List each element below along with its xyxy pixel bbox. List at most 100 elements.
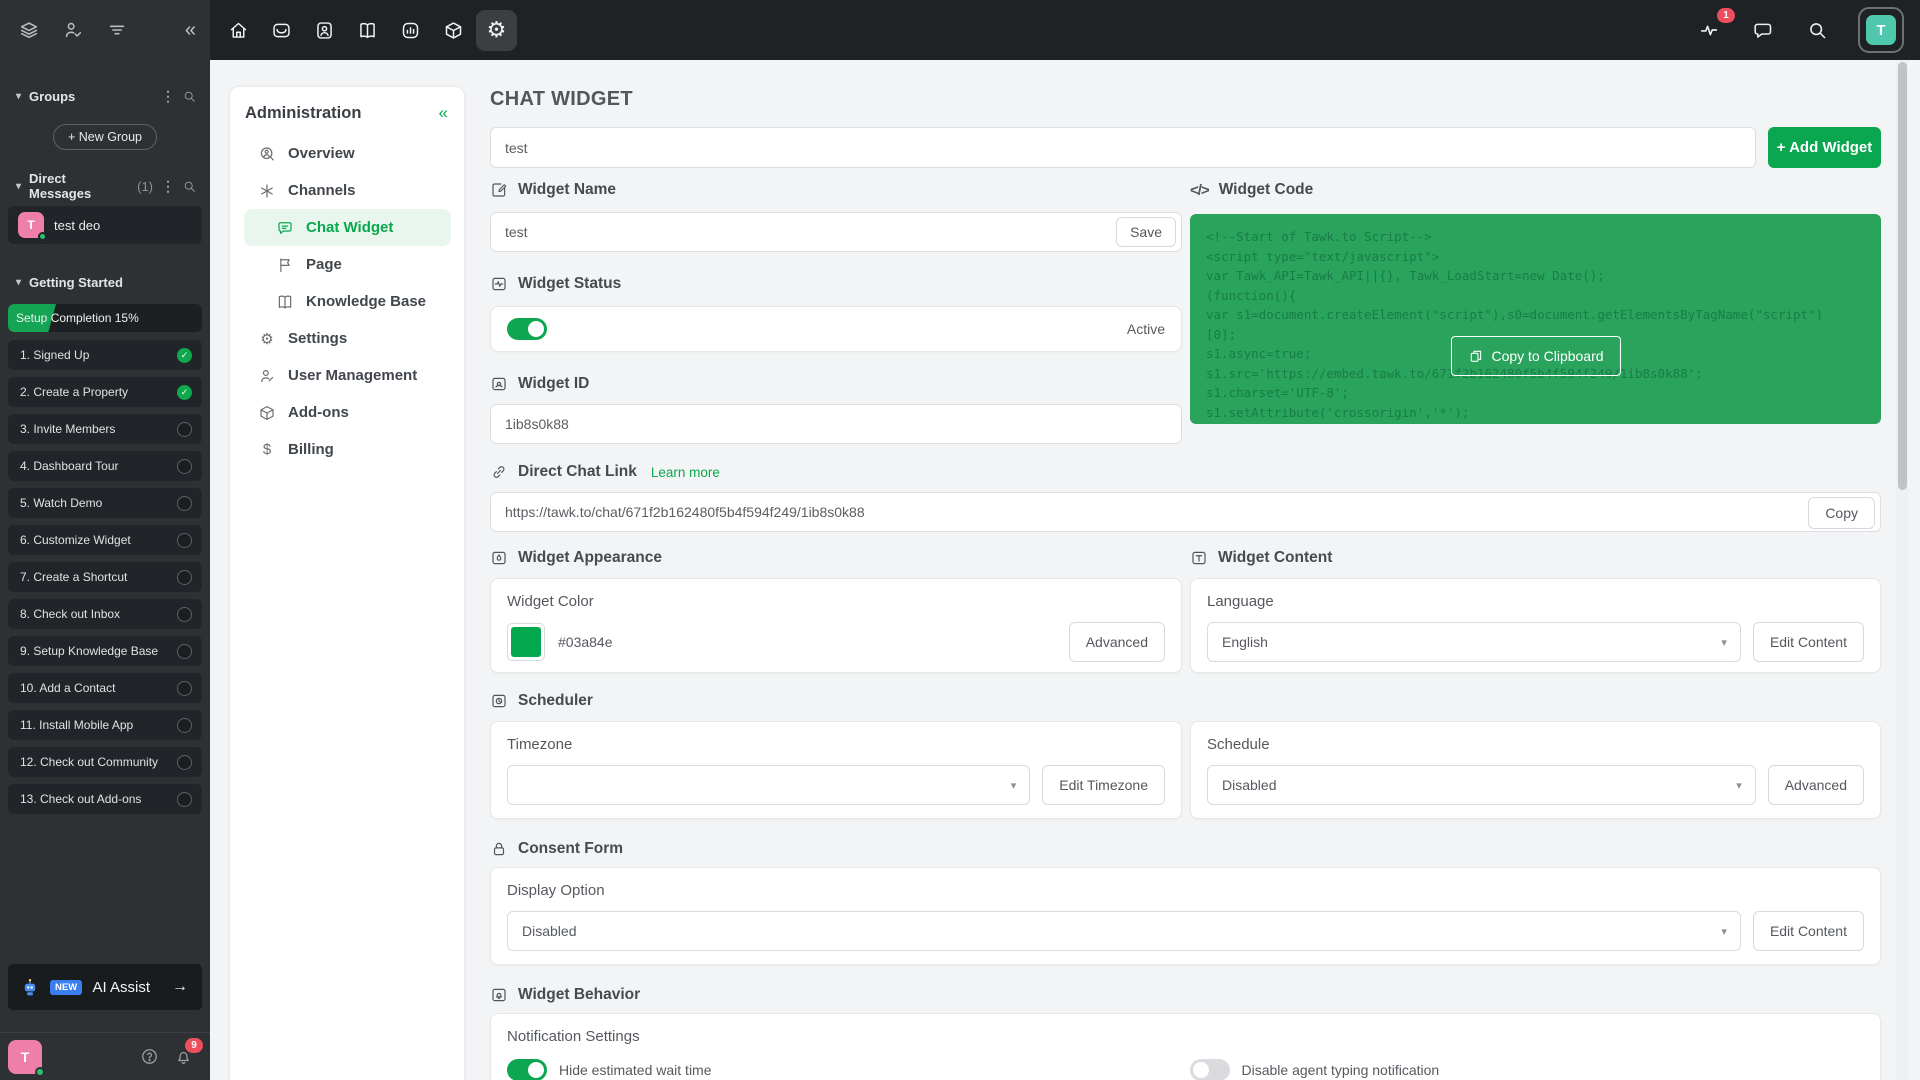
agent-status-icon[interactable] <box>56 13 90 47</box>
widget-id-section-label: Widget ID <box>490 374 1182 394</box>
checklist-item[interactable]: 7. Create a Shortcut <box>8 562 202 592</box>
dm-menu-icon[interactable]: ⋮ <box>161 177 175 194</box>
groups-menu-icon[interactable]: ⋮ <box>161 87 175 104</box>
messages-icon[interactable] <box>1746 13 1780 47</box>
learn-more-link[interactable]: Learn more <box>650 464 720 480</box>
schedule-select[interactable]: Disabled ▾ <box>1207 765 1756 805</box>
scrollbar-thumb[interactable] <box>1897 62 1907 490</box>
vertical-scrollbar[interactable] <box>1896 60 1908 1080</box>
main-nav: ⚙ <box>218 9 517 51</box>
schedule-label: Schedule <box>1207 736 1270 753</box>
status-icon <box>490 275 508 293</box>
checklist-item[interactable]: 6. Customize Widget <box>8 525 202 555</box>
checklist-item[interactable]: 3. Invite Members <box>8 414 202 444</box>
collapse-panel-icon[interactable]: « <box>438 103 448 122</box>
save-button[interactable]: Save <box>1116 217 1176 247</box>
check-pending-icon <box>177 458 192 474</box>
widget-name-section-label: Widget Name <box>490 180 1182 200</box>
search-icon[interactable] <box>1800 13 1834 47</box>
checklist-item[interactable]: 4. Dashboard Tour <box>8 451 202 481</box>
nav-inbox-icon[interactable] <box>261 10 302 51</box>
nav-settings-icon[interactable]: ⚙ <box>476 9 517 51</box>
checklist-item[interactable]: 13. Check out Add-ons <box>8 784 202 814</box>
timezone-select[interactable]: ▾ <box>507 765 1031 805</box>
nav-contacts-icon[interactable] <box>304 10 345 51</box>
check-pending-icon <box>177 495 192 511</box>
checklist-item[interactable]: 11. Install Mobile App <box>8 710 202 740</box>
online-status-dot <box>35 1066 45 1077</box>
user-avatar[interactable]: T <box>1858 7 1904 53</box>
copy-link-button[interactable]: Copy <box>1808 497 1875 529</box>
checklist-item[interactable]: 1. Signed Up <box>8 340 202 370</box>
nav-addons-icon[interactable] <box>433 10 474 51</box>
dm-caret-icon[interactable]: ▾ <box>16 180 22 192</box>
properties-icon[interactable] <box>12 13 46 47</box>
ai-assist-banner[interactable]: NEW AI Assist → <box>8 964 202 1010</box>
copy-to-clipboard-button[interactable]: Copy to Clipboard <box>1450 336 1621 376</box>
nav-home-icon[interactable] <box>218 10 259 51</box>
admin-item-addons[interactable]: Add-ons <box>230 394 464 431</box>
setup-progress-fill <box>8 304 56 332</box>
widget-behavior-section-label: Widget Behavior <box>490 985 1881 1005</box>
disable-typing-toggle[interactable] <box>1189 1059 1230 1080</box>
add-widget-button[interactable]: + Add Widget <box>1768 127 1881 168</box>
check-pending-icon <box>177 717 192 733</box>
nav-knowledge-base-icon[interactable] <box>347 10 388 51</box>
widget-status-value: Active <box>1126 321 1165 337</box>
display-option-label: Display Option <box>507 882 605 899</box>
language-select[interactable]: English ▾ <box>1207 622 1741 662</box>
help-icon[interactable] <box>136 1044 162 1070</box>
widget-name-input[interactable]: test Save <box>490 212 1182 252</box>
schedule-advanced-button[interactable]: Advanced <box>1767 765 1864 805</box>
checklist-item[interactable]: 5. Watch Demo <box>8 488 202 518</box>
hide-wait-time-toggle[interactable] <box>507 1059 547 1080</box>
topbar-right: 1 T <box>1692 7 1920 53</box>
widget-id-input[interactable]: 1ib8s0k88 <box>490 404 1182 444</box>
admin-item-user-management[interactable]: User Management <box>230 357 464 394</box>
check-done-icon <box>177 347 192 363</box>
filter-icon[interactable] <box>100 13 134 47</box>
checklist-item[interactable]: 12. Check out Community <box>8 747 202 777</box>
ai-assist-label: AI Assist <box>92 978 150 996</box>
admin-item-billing[interactable]: $ Billing <box>230 431 464 468</box>
new-group-button[interactable]: + New Group <box>53 124 157 150</box>
dm-conversation-item[interactable]: T test deo <box>8 206 202 244</box>
appearance-advanced-button[interactable]: Advanced <box>1068 622 1165 662</box>
gear-icon: ⚙ <box>260 330 274 348</box>
getting-started-caret-icon[interactable]: ▾ <box>16 276 22 288</box>
admin-item-overview[interactable]: Overview <box>230 135 464 172</box>
display-option-select[interactable]: Disabled ▾ <box>507 911 1741 951</box>
consent-edit-content-button[interactable]: Edit Content <box>1752 911 1864 951</box>
checklist-item[interactable]: 2. Create a Property <box>8 377 202 407</box>
checklist-item[interactable]: 9. Setup Knowledge Base <box>8 636 202 666</box>
collapse-sidebar-icon[interactable]: « <box>184 18 196 41</box>
groups-search-icon[interactable] <box>183 90 196 103</box>
checklist-item[interactable]: 10. Add a Contact <box>8 673 202 703</box>
edit-timezone-button[interactable]: Edit Timezone <box>1042 765 1165 805</box>
direct-chat-link-input[interactable]: https://tawk.to/chat/671f2b162480f5b4f59… <box>490 492 1881 532</box>
admin-item-knowledge-base[interactable]: Knowledge Base <box>230 283 464 320</box>
groups-caret-icon[interactable]: ▾ <box>16 90 22 102</box>
new-badge: NEW <box>50 979 83 995</box>
direct-chat-link-section-label: Direct Chat Link Learn more <box>490 462 1881 482</box>
admin-item-page[interactable]: Page <box>230 246 464 283</box>
activity-icon[interactable]: 1 <box>1692 8 1735 47</box>
appearance-icon <box>490 549 508 567</box>
admin-item-chat-widget[interactable]: Chat Widget <box>244 209 451 246</box>
checklist-item[interactable]: 8. Check out Inbox <box>8 599 202 629</box>
sidebar: ▾ Groups ⋮ + New Group ▾ Direct Messages… <box>0 60 210 1080</box>
getting-started-header: ▾ Getting Started <box>0 272 210 292</box>
my-avatar[interactable]: T <box>8 1039 45 1077</box>
nav-reporting-icon[interactable] <box>390 10 431 51</box>
color-swatch[interactable] <box>507 623 545 661</box>
dm-search-icon[interactable] <box>183 180 196 193</box>
edit-content-button[interactable]: Edit Content <box>1752 622 1864 662</box>
dm-user-name: test deo <box>54 217 101 233</box>
notifications-bell-icon[interactable]: 9 <box>170 1037 203 1070</box>
widget-status-toggle[interactable] <box>507 318 547 340</box>
admin-item-channels[interactable]: Channels <box>230 172 464 209</box>
widget-selector[interactable]: test <box>490 127 1756 168</box>
check-pending-icon <box>177 754 192 770</box>
color-hex-value: #03a84e <box>558 634 613 650</box>
admin-item-settings[interactable]: ⚙ Settings <box>230 320 464 357</box>
